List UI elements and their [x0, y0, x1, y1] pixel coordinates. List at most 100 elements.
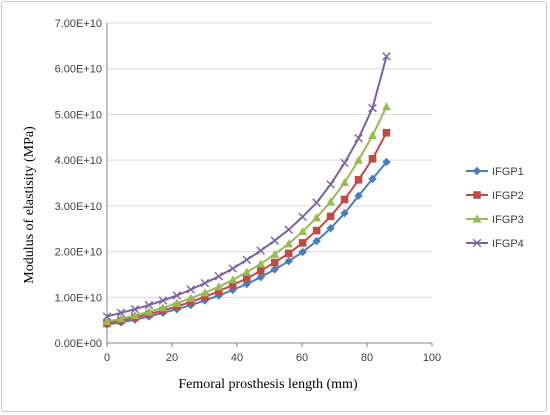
data-point — [158, 296, 168, 305]
legend-entry: IFGP2 — [466, 190, 524, 202]
data-point — [340, 158, 349, 168]
data-point — [284, 256, 293, 266]
data-point — [172, 291, 182, 300]
y-axis-title: Modulus of elastisity (MPa) — [22, 126, 37, 284]
data-point — [340, 208, 349, 218]
data-point — [298, 239, 307, 247]
data-point — [200, 278, 210, 288]
data-point — [326, 224, 335, 233]
y-tick-label: 1.00E+10 — [55, 292, 102, 304]
x-tick-label: 20 — [166, 352, 178, 364]
x-tick-label: 80 — [361, 352, 373, 364]
data-point — [368, 174, 377, 184]
y-tick-label: 7.00E+10 — [55, 18, 102, 30]
data-point — [201, 293, 209, 301]
data-point — [312, 226, 321, 235]
series-ifgp3 — [102, 102, 391, 326]
data-point — [130, 310, 140, 320]
data-point — [144, 307, 154, 316]
data-point — [116, 308, 126, 318]
data-point — [172, 298, 182, 307]
series-ifgp4 — [102, 52, 391, 321]
legend-marker — [472, 166, 482, 176]
data-point — [130, 304, 140, 314]
data-point — [382, 157, 391, 167]
data-point — [382, 102, 391, 111]
legend-label: IFGP2 — [492, 190, 524, 202]
data-point — [298, 226, 308, 236]
legend-entry: IFGP4 — [466, 238, 524, 250]
legend-entry: IFGP1 — [466, 166, 524, 178]
x-tick-label: 40 — [231, 352, 243, 364]
data-point — [102, 312, 112, 321]
data-point — [284, 225, 293, 234]
data-point — [326, 180, 335, 189]
y-tick-label: 2.00E+10 — [55, 247, 102, 259]
data-point — [354, 176, 363, 184]
y-tick-label: 0.00E+00 — [55, 338, 102, 350]
data-point — [270, 249, 280, 258]
data-point — [186, 285, 196, 294]
data-point — [284, 239, 294, 248]
data-point — [256, 266, 265, 275]
data-point — [144, 300, 154, 310]
legend-label: IFGP1 — [492, 166, 524, 178]
x-axis-title: Femoral prosthesis length (mm) — [178, 377, 358, 392]
data-point — [116, 314, 126, 323]
legend-label: IFGP3 — [492, 214, 524, 226]
data-point — [312, 236, 321, 246]
data-point — [256, 272, 265, 282]
data-point — [228, 264, 238, 273]
data-point — [200, 288, 210, 297]
legend-label: IFGP4 — [492, 238, 524, 250]
data-point — [270, 236, 279, 245]
y-tick-labels: 0.00E+00 1.00E+10 2.00E+10 3.00E+10 4.00E+10… — [55, 18, 102, 350]
legend-marker — [472, 214, 482, 223]
data-point — [214, 271, 224, 281]
legend-entry: IFGP3 — [466, 214, 524, 226]
data-point — [214, 282, 224, 291]
data-point — [382, 128, 391, 137]
data-point — [312, 198, 321, 207]
data-point — [368, 103, 377, 113]
data-point — [298, 212, 307, 222]
y-tick-label: 4.00E+10 — [55, 155, 102, 167]
x-tick-label: 60 — [296, 352, 308, 364]
y-tick-label: 3.00E+10 — [55, 201, 102, 213]
data-point — [228, 281, 237, 289]
data-point — [340, 177, 349, 187]
axes — [106, 23, 433, 347]
data-point — [158, 303, 168, 312]
data-point — [102, 316, 112, 326]
x-tick-label: 0 — [104, 352, 110, 364]
data-point — [186, 293, 196, 302]
data-point — [368, 154, 377, 163]
y-tick-label: 6.00E+10 — [55, 64, 102, 76]
data-point — [242, 267, 252, 276]
data-point — [284, 249, 293, 258]
data-point — [228, 275, 238, 284]
data-point — [215, 287, 223, 296]
series-group — [102, 52, 391, 329]
legend-marker — [473, 191, 481, 199]
x-tick-labels: 0 20 40 60 80 100 — [104, 352, 441, 364]
data-point — [354, 133, 363, 143]
x-tick-label: 100 — [423, 352, 441, 364]
data-point — [340, 195, 349, 204]
legend: IFGP1 IFGP2 IFGP3 IFGP4 — [466, 166, 524, 250]
grid-lines — [107, 22, 432, 298]
data-point — [187, 298, 195, 306]
y-tick-label: 5.00E+10 — [55, 109, 102, 121]
data-point — [270, 265, 279, 274]
data-point — [298, 247, 307, 257]
data-point — [354, 191, 363, 200]
data-point — [368, 130, 377, 140]
data-point — [256, 259, 266, 268]
data-point — [270, 258, 279, 267]
data-point — [326, 197, 335, 206]
legend-marker — [472, 238, 482, 248]
data-point — [242, 274, 251, 283]
data-point — [382, 52, 391, 61]
data-point — [256, 246, 266, 255]
